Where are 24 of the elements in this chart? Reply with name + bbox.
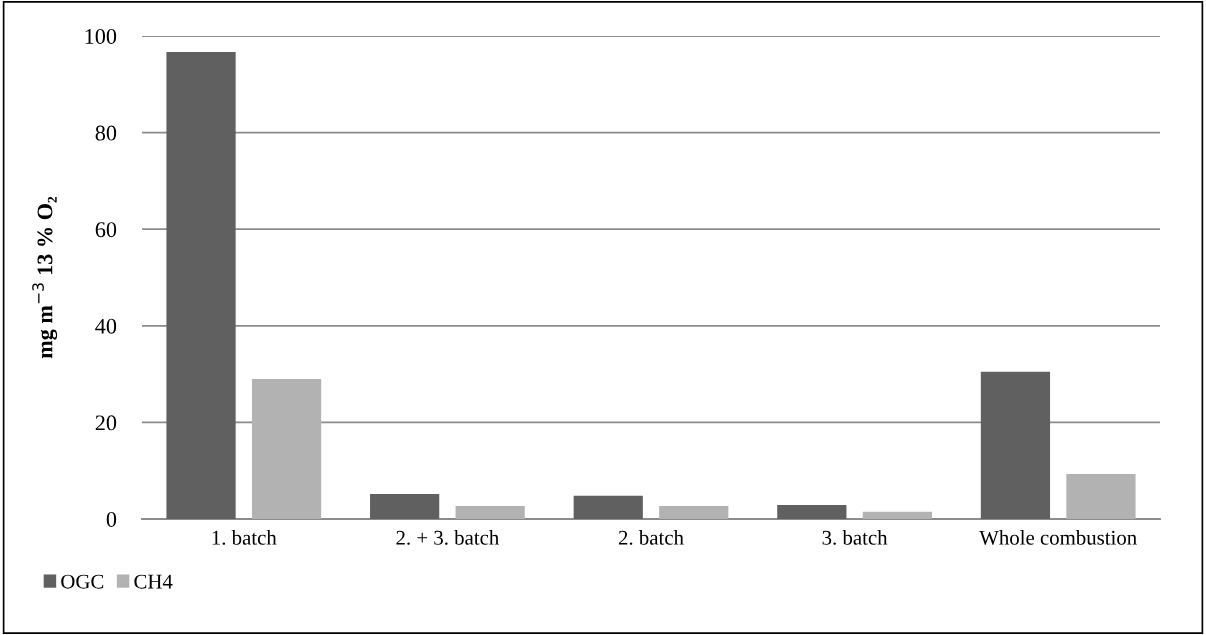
y-tick-label: 80: [95, 125, 117, 141]
legend-label: OGC: [61, 574, 104, 589]
bar: [659, 505, 729, 519]
x-tick-label: 2. batch: [618, 530, 684, 545]
bar: [370, 493, 440, 519]
x-tick-label: Whole combustion: [979, 530, 1137, 545]
bar: [166, 51, 236, 519]
y-tick-label: 100: [85, 28, 117, 44]
x-tick-label: 2. + 3. batch: [396, 530, 499, 545]
x-tick-label: 3. batch: [822, 530, 888, 545]
bar: [455, 505, 525, 519]
x-tick-label: 1. batch: [212, 530, 277, 545]
bar: [1066, 474, 1136, 519]
bar: [251, 378, 322, 519]
bar: [980, 371, 1051, 519]
legend-label: CH4: [134, 574, 173, 589]
y-axis-title: mg m$^{−3}$ 13 % O₂: [32, 196, 58, 359]
bar: [777, 504, 847, 519]
y-tick-label: 0: [106, 511, 117, 527]
y-tick-label: 40: [95, 318, 117, 334]
y-tick-label: 60: [95, 222, 117, 238]
bar: [573, 495, 643, 519]
bar: [862, 511, 932, 519]
y-tick-label: 20: [95, 415, 117, 431]
